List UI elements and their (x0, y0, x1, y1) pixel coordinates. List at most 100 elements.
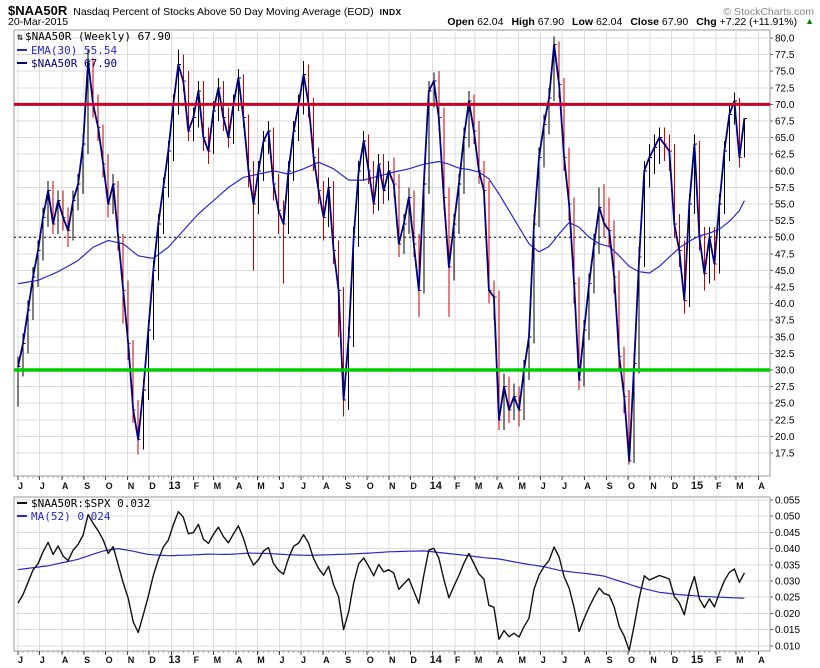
svg-text:17.5: 17.5 (775, 449, 795, 460)
svg-text:77.5: 77.5 (775, 50, 795, 61)
svg-text:A: A (236, 481, 243, 491)
inspect-arrows-icon: ⇅ (17, 32, 24, 43)
change-value: Chg +7.22 (+11.91%) (696, 16, 798, 28)
svg-text:S: S (607, 655, 613, 665)
svg-text:A: A (323, 481, 330, 491)
svg-text:M: M (475, 655, 483, 665)
svg-text:50.0: 50.0 (775, 233, 795, 244)
x-axis-row: J J A S O N D 13 F M A M J J A S O N D 14 F M A M J J A S O N D 15 F M A (17, 476, 765, 492)
svg-text:O: O (106, 481, 113, 491)
svg-text:35.0: 35.0 (775, 332, 795, 343)
svg-text:J: J (562, 481, 567, 491)
svg-text:F: F (716, 655, 722, 665)
svg-text:A: A (758, 481, 765, 491)
svg-text:62.5: 62.5 (775, 150, 795, 161)
svg-text:47.5: 47.5 (775, 249, 795, 260)
svg-text:O: O (106, 655, 113, 665)
open-value: Open 62.04 (447, 16, 504, 28)
svg-text:J: J (279, 481, 284, 491)
svg-text:J: J (279, 655, 284, 665)
svg-text:D: D (410, 655, 417, 665)
ratio-panel-legend: $NAA50R:$SPX 0.032 MA(52) 0.024 (17, 497, 150, 523)
close-value: Close 67.90 (630, 16, 689, 28)
svg-text:15: 15 (691, 480, 703, 492)
svg-text:14: 14 (430, 654, 443, 666)
svg-text:52.5: 52.5 (775, 216, 795, 227)
svg-text:M: M (257, 655, 265, 665)
ohlc-quote: Open 62.04 High 67.90 Low 62.04 Close 67.90 … (447, 16, 814, 28)
svg-text:60.0: 60.0 (775, 166, 795, 177)
symbol: $NAA50R (8, 3, 68, 18)
svg-text:D: D (672, 481, 679, 491)
svg-text:M: M (214, 655, 222, 665)
close-line (17, 43, 746, 462)
header-row: $NAA50R Nasdaq Percent of Stocks Above 5… (8, 3, 814, 18)
svg-text:N: N (650, 655, 657, 665)
svg-text:30.0: 30.0 (775, 366, 795, 377)
svg-text:J: J (541, 655, 546, 665)
svg-text:N: N (389, 481, 396, 491)
svg-text:O: O (628, 655, 635, 665)
svg-text:D: D (672, 655, 679, 665)
svg-text:40.0: 40.0 (775, 299, 795, 310)
svg-text:22.5: 22.5 (775, 415, 795, 426)
svg-text:J: J (301, 655, 306, 665)
svg-text:F: F (716, 481, 722, 491)
svg-text:37.5: 37.5 (775, 316, 795, 327)
svg-text:N: N (128, 481, 134, 491)
svg-text:J: J (541, 481, 546, 491)
exchange-label: INDX (379, 7, 402, 17)
svg-text:57.5: 57.5 (775, 183, 795, 194)
svg-text:M: M (518, 481, 526, 491)
svg-text:O: O (367, 655, 374, 665)
svg-text:M: M (518, 655, 526, 665)
svg-text:0.015: 0.015 (775, 625, 800, 636)
legend-symbol-line: ⇅ $NAA50R (Weekly) 67.90 (17, 30, 171, 43)
svg-text:14: 14 (430, 480, 443, 492)
ratio-line (17, 511, 746, 651)
svg-text:O: O (367, 481, 374, 491)
svg-text:0.010: 0.010 (775, 641, 800, 652)
svg-text:0.055: 0.055 (775, 496, 800, 507)
svg-text:O: O (628, 481, 635, 491)
legend-close-line: $NAA50R 67.90 (17, 57, 171, 70)
svg-text:A: A (323, 655, 330, 665)
high-value: High 67.90 (511, 16, 565, 28)
low-value: Low 62.04 (572, 16, 623, 28)
svg-text:A: A (236, 655, 243, 665)
svg-text:A: A (758, 655, 765, 665)
svg-text:45.0: 45.0 (775, 266, 795, 277)
svg-text:0.020: 0.020 (775, 609, 800, 620)
svg-text:F: F (455, 655, 461, 665)
quote-row: 20-Mar-2015 Open 62.04 High 67.90 Low 62.04… (8, 16, 814, 28)
svg-text:M: M (257, 481, 265, 491)
svg-text:65.0: 65.0 (775, 133, 795, 144)
svg-text:F: F (194, 655, 200, 665)
svg-text:20.0: 20.0 (775, 432, 795, 443)
svg-text:A: A (497, 481, 504, 491)
svg-text:S: S (84, 655, 90, 665)
main-panel-frame: 80.0 77.5 75.0 72.5 70.0 67.5 65.0 62.5 60.0 57.5… (13, 29, 795, 477)
ema-swatch-icon (17, 49, 27, 51)
svg-text:A: A (62, 655, 69, 665)
svg-text:J: J (301, 481, 306, 491)
svg-text:72.5: 72.5 (775, 83, 795, 94)
svg-text:13: 13 (168, 480, 180, 492)
close-swatch-icon (17, 62, 27, 64)
svg-text:0.035: 0.035 (775, 560, 800, 571)
svg-text:67.5: 67.5 (775, 117, 795, 128)
svg-text:D: D (149, 481, 156, 491)
svg-text:S: S (345, 655, 351, 665)
svg-text:0.025: 0.025 (775, 593, 800, 604)
svg-text:70.0: 70.0 (775, 100, 795, 111)
svg-text:A: A (584, 481, 591, 491)
svg-text:J: J (40, 655, 45, 665)
svg-text:J: J (562, 655, 567, 665)
legend-ema-line: EMA(30) 55.54 (17, 44, 171, 57)
svg-text:A: A (497, 655, 504, 665)
svg-text:80.0: 80.0 (775, 34, 795, 45)
svg-text:13: 13 (168, 654, 180, 666)
legend-ratio-line: $NAA50R:$SPX 0.032 (17, 497, 150, 510)
svg-text:42.5: 42.5 (775, 283, 795, 294)
